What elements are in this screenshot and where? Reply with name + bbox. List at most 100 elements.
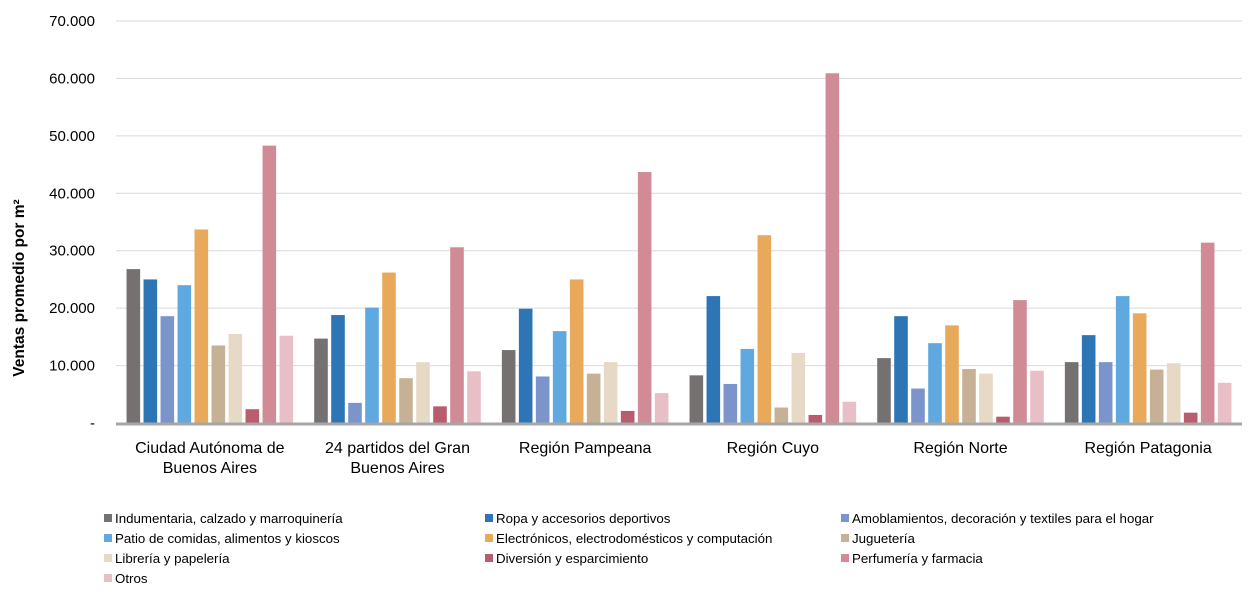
legend-item: Electrónicos, electrodomésticos y comput… [485,528,772,548]
bar [1013,300,1027,423]
legend-label: Librería y papelería [115,550,230,566]
legend-item: Indumentaria, calzado y marroquinería [104,508,343,528]
bar [825,73,840,423]
legend-item: Diversión y esparcimiento [485,548,648,568]
bar [1166,363,1181,423]
bar [501,350,516,423]
legend-item: Otros [104,568,148,588]
bar [262,145,277,423]
y-tick-label: 50.000 [49,128,95,145]
bar [177,285,192,423]
x-tick-label: Región Pampeana [519,440,652,457]
bar [382,272,396,423]
legend-label: Indumentaria, calzado y marroquinería [115,510,343,526]
y-tick-label: 40.000 [49,185,95,202]
legend-swatch [485,514,493,522]
bar [757,235,772,423]
legend-swatch [841,534,849,542]
bar [945,325,959,423]
bar [1132,313,1147,423]
bar [1064,362,1079,423]
legend-swatch [485,554,493,562]
legend-item: Juguetería [841,528,915,548]
bar [1149,369,1164,423]
bar [979,373,993,423]
bar [654,393,669,423]
legend-label: Electrónicos, electrodomésticos y comput… [496,530,773,546]
x-tick-label: 24 partidos del Gran [325,440,470,457]
bar [365,307,379,423]
y-axis-ticks: - 10.000 20.000 30.000 40.000 50.000 60.000 70.… [49,13,95,432]
bar [331,315,345,423]
bar [808,414,823,423]
bar [740,348,755,423]
legend-item: Ropa y accesorios deportivos [485,508,670,528]
bar [1098,362,1113,423]
legend-label: Patio de comidas, alimentos y kioscos [115,530,340,546]
bar [928,343,942,423]
bar [689,375,704,423]
y-tick-label: 20.000 [49,300,95,317]
x-tick-label: Buenos Aires [163,460,257,477]
legend-swatch [841,554,849,562]
bar [791,352,806,423]
bar [1030,370,1044,423]
bar [637,172,652,423]
x-tick-label: Buenos Aires [350,460,444,477]
bar [552,331,567,423]
bar [160,316,175,423]
x-tick-label: Región Patagonia [1085,440,1212,457]
bar [211,345,226,423]
bar [1115,296,1130,423]
legend-swatch [485,534,493,542]
bar [143,279,158,423]
x-axis-labels: Ciudad Autónoma de Buenos Aires 24 partido… [135,440,1212,477]
bar [1183,412,1198,423]
y-axis-title: Ventas promedio por m² [11,199,28,377]
bar [911,388,925,423]
y-tick-label: 30.000 [49,243,95,260]
bar [228,333,243,423]
bar [1081,335,1096,423]
bar [877,358,891,423]
y-tick-label: 70.000 [49,13,95,30]
legend-swatch [841,514,849,522]
bar [1217,382,1232,423]
bar [894,316,908,423]
bar [842,401,857,423]
legend-item: Librería y papelería [104,548,230,568]
bar [620,410,635,423]
bar [706,296,721,423]
bar [467,371,481,423]
legend-label: Perfumería y farmacia [852,550,983,566]
bar [996,416,1010,423]
bar [399,378,413,423]
legend-label: Ropa y accesorios deportivos [496,510,671,526]
bar [723,383,738,423]
bar [348,402,362,423]
bar-chart: - 10.000 20.000 30.000 40.000 50.000 60.000 70.… [49,13,1242,477]
bar [774,407,789,423]
bar [245,409,260,423]
bar [433,406,447,423]
legend-label: Otros [115,570,148,586]
x-tick-label: Región Norte [913,440,1007,457]
bar [194,229,209,423]
bar [279,335,294,423]
bar [586,373,601,423]
y-tick-label: - [90,415,95,432]
legend-swatch [104,574,112,582]
legend-swatch [104,514,112,522]
bars [126,73,1232,423]
legend-swatch [104,534,112,542]
x-tick-label: Ciudad Autónoma de [135,440,285,457]
x-tick-label: Región Cuyo [727,440,820,457]
bar [569,279,584,423]
legend-item: Patio de comidas, alimentos y kioscos [104,528,340,548]
bar [518,308,533,423]
y-tick-label: 60.000 [49,70,95,87]
legend-label: Juguetería [852,530,915,546]
bar [535,376,550,423]
bar [126,269,141,423]
bar [416,362,430,423]
